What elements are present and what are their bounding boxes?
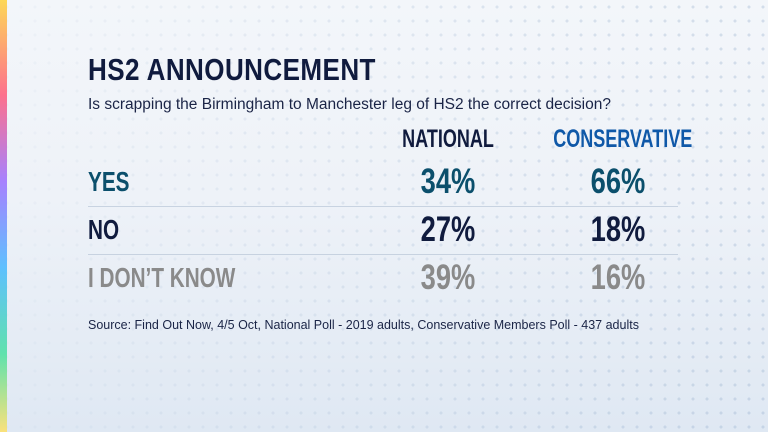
row-label-yes: YES (88, 166, 130, 197)
value-yes-conservative: 66% (590, 162, 646, 201)
table-row-dont-know: I DON’T KNOW 39% 16% (88, 256, 678, 302)
value-dont-know-national: 39% (420, 258, 476, 297)
column-header-conservative: CONSERVATIVE (553, 125, 693, 153)
value-no-conservative: 18% (590, 210, 646, 249)
value-dont-know-conservative: 16% (590, 258, 646, 297)
left-edge-color-strip (0, 0, 7, 432)
row-label-no: NO (88, 214, 120, 245)
value-yes-national: 34% (420, 162, 476, 201)
row-divider (88, 206, 678, 207)
row-divider (88, 254, 678, 255)
value-no-national: 27% (420, 210, 476, 249)
source-note: Source: Find Out Now, 4/5 Oct, National … (88, 318, 639, 332)
chart-subtitle: Is scrapping the Birmingham to Mancheste… (88, 96, 611, 113)
table-row-yes: YES 34% 66% (88, 160, 678, 206)
column-header-national: NATIONAL (402, 125, 494, 153)
chart-title: HS2 ANNOUNCEMENT (88, 52, 376, 87)
table-row-no: NO 27% 18% (88, 208, 678, 254)
row-label-dont-know: I DON’T KNOW (88, 262, 236, 293)
